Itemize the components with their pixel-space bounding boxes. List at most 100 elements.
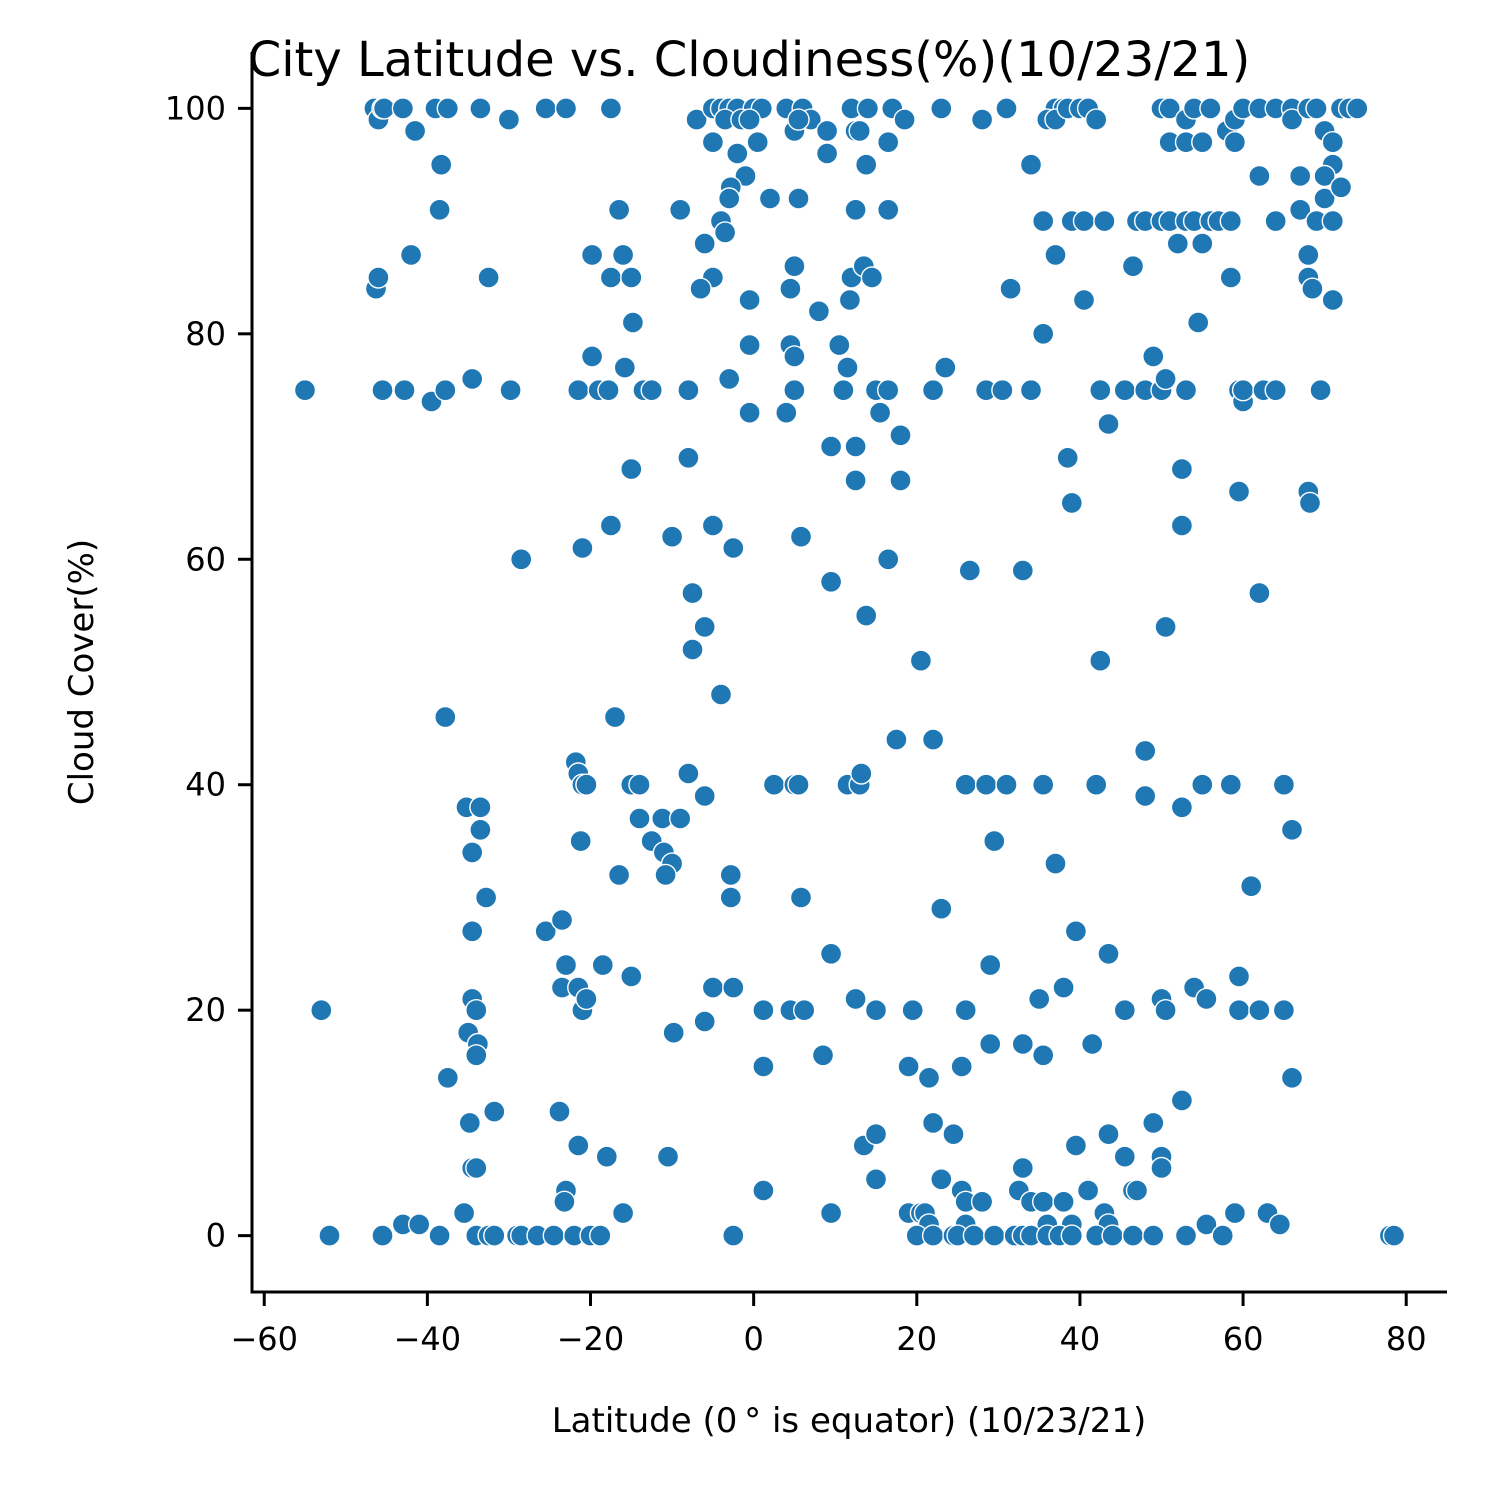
data-point	[677, 762, 700, 785]
data-point	[950, 1055, 973, 1078]
data-point	[1150, 1156, 1173, 1180]
data-point	[567, 1134, 590, 1157]
data-point	[607, 198, 631, 222]
data-point	[877, 130, 900, 154]
x-tick-label: −20	[557, 1320, 625, 1358]
data-point	[889, 469, 912, 492]
data-point	[611, 243, 635, 267]
data-point	[844, 987, 867, 1011]
y-tick-label: 20	[185, 991, 226, 1029]
data-point	[877, 379, 900, 402]
data-point	[1264, 209, 1287, 233]
data-point	[428, 1224, 451, 1247]
data-point	[575, 773, 598, 796]
data-point	[789, 525, 813, 548]
data-point	[1191, 130, 1214, 154]
data-point	[1191, 773, 1214, 796]
data-point	[465, 1044, 488, 1067]
data-point	[709, 683, 733, 706]
y-tick-label: 80	[185, 315, 226, 353]
data-point	[1346, 97, 1369, 120]
data-point	[995, 97, 1018, 120]
data-point	[458, 1111, 481, 1135]
data-point	[669, 807, 692, 830]
data-point	[591, 953, 614, 977]
data-point	[597, 379, 620, 402]
data-point	[620, 457, 643, 481]
data-point	[934, 356, 957, 379]
data-point	[738, 108, 761, 131]
data-point	[1297, 243, 1320, 267]
data-points	[293, 97, 1406, 1247]
data-point	[860, 266, 884, 289]
data-point	[787, 773, 810, 796]
data-point	[669, 198, 692, 222]
data-point	[1329, 176, 1353, 199]
data-point	[832, 379, 855, 402]
data-point	[738, 401, 761, 424]
data-point	[399, 243, 423, 267]
data-point	[1097, 412, 1120, 436]
data-point	[1272, 773, 1296, 796]
data-point	[603, 705, 627, 729]
data-point	[1125, 1179, 1149, 1202]
data-point	[548, 1100, 571, 1123]
data-point	[864, 1122, 888, 1146]
data-point	[1133, 739, 1157, 763]
data-point	[1076, 1179, 1100, 1202]
data-point	[1072, 209, 1096, 233]
axis-ticks: −60 −40 −20 0 20 40 60 80 0 20 40 60 80 100	[165, 89, 1427, 1358]
data-point	[789, 886, 813, 909]
data-point	[483, 1224, 506, 1247]
data-point	[1113, 999, 1137, 1022]
data-point	[1031, 1190, 1055, 1214]
data-point	[783, 345, 806, 368]
data-point	[693, 784, 716, 808]
data-point	[787, 187, 810, 210]
data-point	[599, 514, 623, 537]
data-point	[722, 976, 745, 999]
data-point	[589, 1224, 612, 1247]
data-point	[677, 379, 700, 402]
data-point	[599, 97, 623, 120]
data-point	[1272, 999, 1296, 1022]
data-point	[371, 1224, 394, 1247]
data-point	[689, 277, 712, 300]
data-point	[877, 198, 900, 222]
x-tick-label: 0	[743, 1320, 763, 1358]
data-point	[1170, 514, 1194, 537]
y-tick-label: 40	[185, 766, 226, 804]
data-point	[1011, 559, 1034, 582]
data-point	[1113, 1145, 1137, 1168]
data-point	[974, 773, 998, 796]
data-point	[580, 345, 604, 368]
data-point	[713, 221, 737, 244]
data-point	[1321, 209, 1345, 233]
data-point	[779, 277, 802, 300]
data-point	[738, 333, 761, 357]
data-point	[819, 570, 843, 593]
data-point	[819, 435, 843, 458]
data-point	[921, 379, 945, 402]
data-point	[542, 1224, 565, 1247]
data-point	[1011, 1156, 1034, 1180]
data-point	[1084, 108, 1108, 131]
data-point	[889, 424, 912, 447]
data-point	[393, 379, 416, 402]
data-point	[752, 1179, 775, 1202]
data-point	[553, 1190, 576, 1214]
data-point	[499, 379, 522, 402]
data-point	[1231, 379, 1255, 402]
data-point	[1089, 379, 1112, 402]
data-point	[1113, 379, 1137, 402]
data-point	[917, 1066, 941, 1090]
data-point	[726, 142, 749, 165]
data-point	[1321, 130, 1345, 154]
data-point	[1170, 1089, 1194, 1112]
data-point	[1298, 491, 1322, 515]
data-point	[1288, 198, 1312, 222]
data-point	[1011, 1032, 1034, 1056]
data-point	[1154, 999, 1177, 1022]
data-point	[855, 604, 878, 627]
data-point	[628, 807, 651, 830]
